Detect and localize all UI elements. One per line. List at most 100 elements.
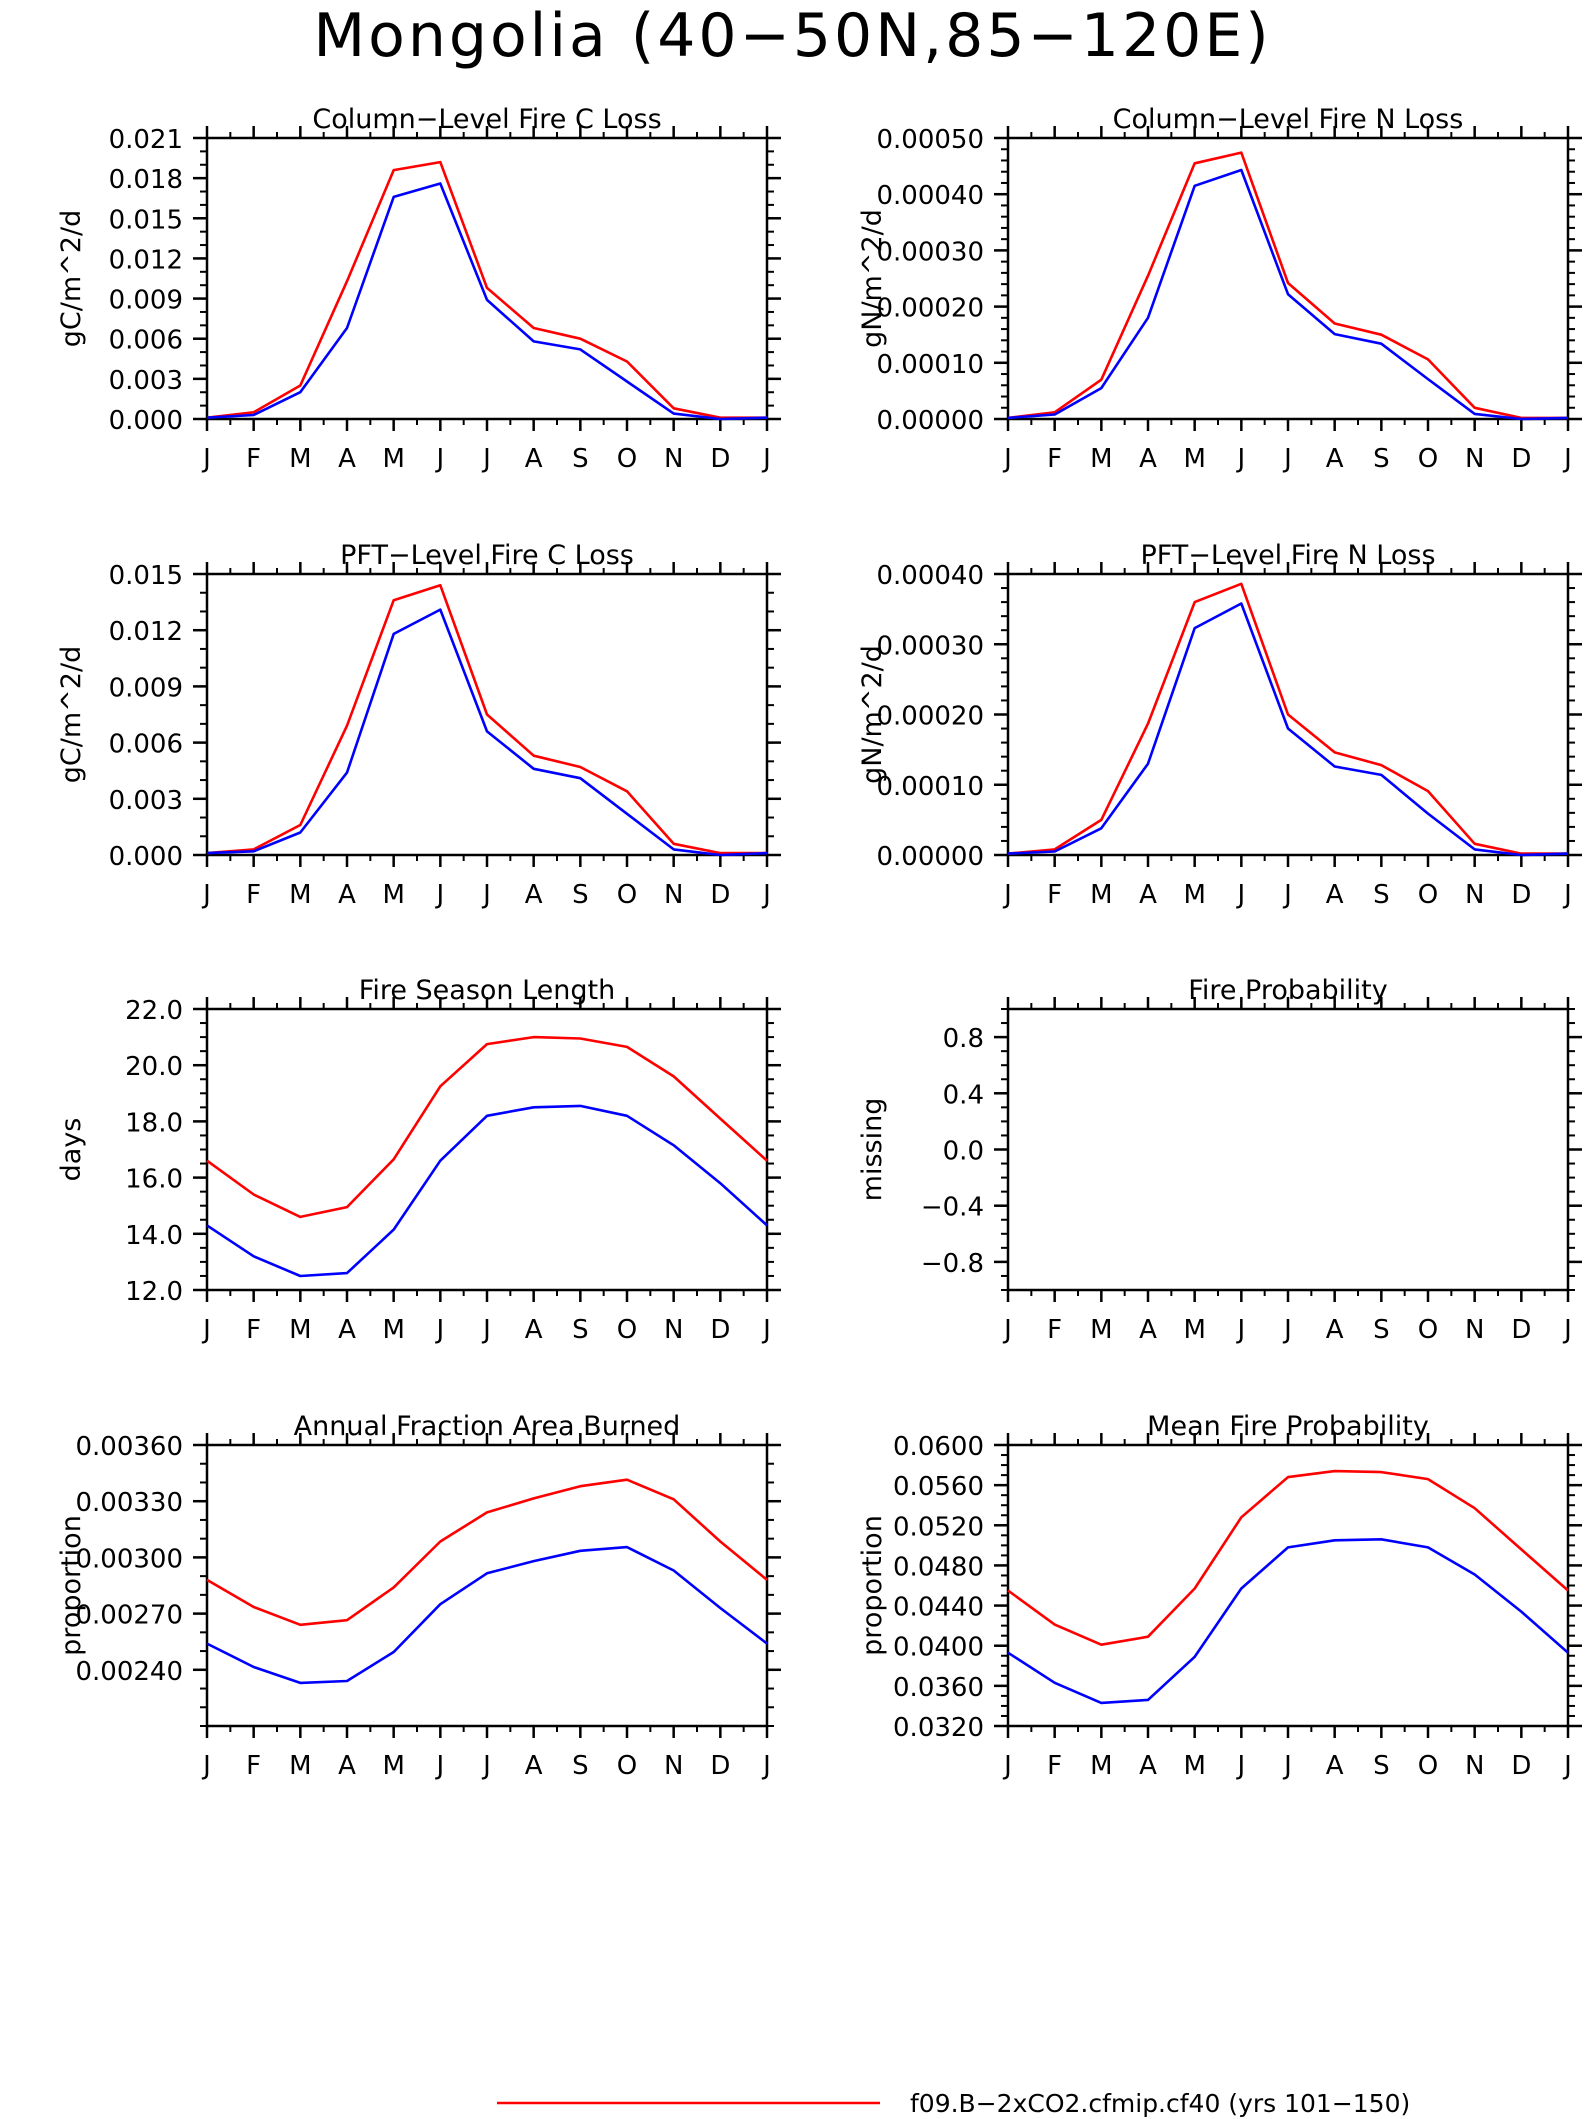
plot-frame	[205, 1443, 769, 1728]
x-tick-label: D	[710, 880, 730, 910]
x-tick-label: J	[1235, 880, 1245, 910]
series-line-blue	[206, 182, 768, 421]
y-tick-label: 0.000	[109, 842, 183, 872]
y-tick-label: 0.00040	[876, 561, 984, 591]
x-tick-label: J	[1235, 1751, 1245, 1781]
x-tick-label: J	[481, 444, 491, 474]
y-tick-label: 0.006	[109, 326, 183, 356]
y-tick-label: 0.003	[109, 786, 183, 816]
x-tick-label: A	[338, 444, 356, 474]
y-tick-label: 0.8	[943, 1024, 984, 1054]
y-tick-label: 0.00010	[876, 350, 984, 380]
x-tick-label: D	[1511, 444, 1531, 474]
y-tick-label: −0.4	[921, 1193, 984, 1223]
y-tick-label: 0.00000	[876, 406, 984, 436]
y-tick-label: 0.0	[943, 1137, 984, 1167]
x-tick-label: S	[1373, 444, 1390, 474]
x-tick-label: A	[1139, 1751, 1157, 1781]
y-axis-label: missing	[857, 1098, 888, 1202]
series-line-red	[1007, 582, 1568, 855]
x-tick-label: M	[289, 444, 311, 474]
series-line-red	[206, 1035, 768, 1219]
y-tick-label: 0.00050	[876, 125, 984, 155]
x-tick-label: M	[289, 880, 311, 910]
x-tick-label: A	[525, 1315, 543, 1345]
x-tick-label: O	[1418, 1315, 1438, 1345]
x-tick-label: J	[481, 1315, 491, 1345]
x-tick-label: A	[338, 880, 356, 910]
y-tick-label: 0.012	[109, 245, 183, 275]
x-tick-label: J	[1562, 1751, 1572, 1781]
series-line-blue	[206, 608, 768, 857]
x-tick-label: S	[1373, 1315, 1390, 1345]
plot-frame	[1006, 1443, 1570, 1728]
x-tick-label: S	[572, 1751, 589, 1781]
x-tick-label: M	[1183, 1751, 1205, 1781]
x-tick-label: A	[1326, 1315, 1344, 1345]
y-tick-label: 0.4	[943, 1080, 984, 1110]
x-tick-label: O	[617, 880, 637, 910]
x-tick-label: J	[761, 880, 771, 910]
y-tick-label: 0.015	[109, 561, 183, 591]
y-axis-label: gN/m^2/d	[857, 645, 888, 784]
x-tick-label: J	[434, 1751, 444, 1781]
x-tick-label: O	[617, 1315, 637, 1345]
x-tick-label: F	[1047, 444, 1062, 474]
page-title: Mongolia (40−50N,85−120E)	[313, 1, 1272, 71]
x-tick-label: S	[1373, 880, 1390, 910]
plot-frame	[205, 1007, 769, 1292]
x-tick-label: J	[1235, 1315, 1245, 1345]
y-tick-label: 0.009	[109, 286, 183, 316]
y-tick-label: 12.0	[125, 1277, 183, 1307]
y-tick-label: 0.00300	[75, 1544, 183, 1574]
y-tick-label: 0.00330	[75, 1488, 183, 1518]
x-tick-label: J	[201, 444, 211, 474]
x-tick-label: J	[201, 1751, 211, 1781]
y-tick-label: 0.0400	[893, 1633, 984, 1663]
y-tick-label: 0.00360	[75, 1432, 183, 1462]
x-tick-label: D	[1511, 1315, 1531, 1345]
plot-frame	[205, 136, 769, 421]
x-tick-label: S	[572, 444, 589, 474]
y-axis-label: gC/m^2/d	[56, 210, 87, 347]
x-tick-label: J	[1002, 1751, 1012, 1781]
x-tick-label: J	[434, 880, 444, 910]
series-line-red	[206, 160, 767, 420]
x-tick-label: J	[1282, 1751, 1292, 1781]
x-tick-label: A	[1326, 1751, 1344, 1781]
series-line-red	[1007, 151, 1568, 420]
y-tick-label: 0.0320	[893, 1713, 984, 1743]
x-tick-label: J	[434, 444, 444, 474]
x-tick-label: A	[1326, 880, 1344, 910]
x-tick-label: J	[434, 1315, 444, 1345]
x-tick-label: D	[710, 444, 730, 474]
x-tick-label: A	[338, 1751, 356, 1781]
x-tick-label: J	[1002, 444, 1012, 474]
x-tick-label: F	[1047, 880, 1062, 910]
x-tick-label: F	[246, 1751, 261, 1781]
x-tick-label: J	[1562, 1315, 1572, 1345]
plot-frame	[1006, 1007, 1570, 1292]
x-tick-label: N	[1465, 880, 1484, 910]
x-tick-label: D	[710, 1751, 730, 1781]
y-tick-label: −0.8	[921, 1249, 984, 1279]
x-tick-label: A	[525, 444, 543, 474]
x-tick-label: A	[525, 880, 543, 910]
y-tick-label: 0.00000	[876, 842, 984, 872]
x-tick-label: J	[761, 1315, 771, 1345]
x-tick-label: N	[1465, 1315, 1484, 1345]
y-axis-label: proportion	[56, 1515, 87, 1656]
x-tick-label: O	[1418, 880, 1438, 910]
x-tick-label: M	[1090, 444, 1112, 474]
x-tick-label: N	[664, 1751, 683, 1781]
x-tick-label: A	[338, 1315, 356, 1345]
y-axis-label: gC/m^2/d	[56, 646, 87, 783]
series-line-red	[206, 1478, 768, 1627]
x-tick-label: J	[1562, 880, 1572, 910]
y-tick-label: 0.021	[109, 125, 183, 155]
series-line-red	[206, 583, 767, 855]
